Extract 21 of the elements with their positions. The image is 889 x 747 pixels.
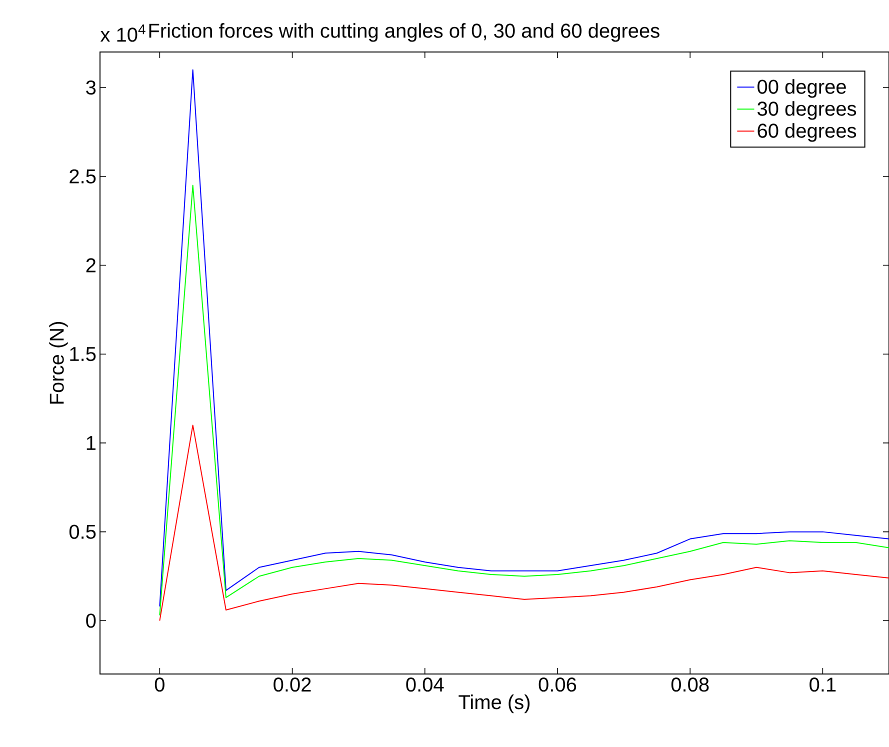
y-tick-label: 3	[86, 80, 96, 95]
y-tick-label: 1	[86, 436, 96, 450]
text: x 10$^{4}$	[100, 24, 146, 42]
y-tick-label: 0.5	[69, 524, 96, 539]
y-tick-label: 2	[86, 258, 96, 272]
legend-label: 60 degrees	[758, 123, 856, 142]
x-tick-label: 0.06	[538, 678, 576, 692]
x-tick-label: 0.1	[810, 678, 836, 692]
y-tick-label: 1.5	[70, 347, 96, 362]
y-tick-label: 2.5	[70, 169, 96, 184]
chart-title: Friction forces with cutting angles of 0, 30 and 60 degrees	[149, 23, 660, 42]
legend-label: 30 degrees	[758, 101, 856, 120]
x-tick-label: 0	[154, 678, 164, 692]
x-tick-label: 0.08	[671, 678, 709, 692]
x-tick-label: 0.04	[406, 678, 444, 692]
x-axis-title: Time (s)	[458, 694, 530, 714]
y-tick-label: 0	[86, 614, 96, 628]
line-series	[159, 424, 889, 622]
y-axis-title: Force (N)	[49, 322, 68, 404]
x-tick-label: 0.02	[274, 678, 311, 692]
legend-label: 00 degree	[758, 79, 846, 98]
